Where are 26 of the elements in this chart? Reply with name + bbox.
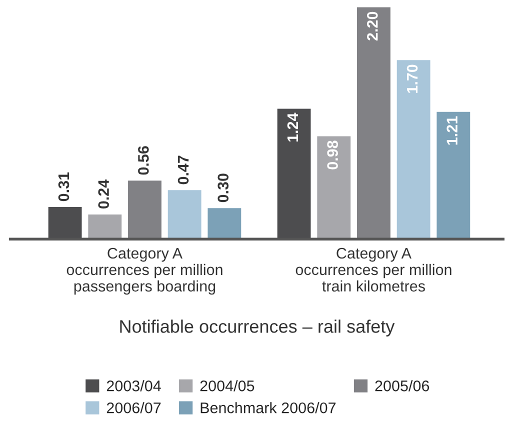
data-label: 0.31 [58,172,70,202]
bar [86,213,123,240]
legend-label: 2006/07 [106,402,161,414]
x-axis-title: Notifiable occurrences – rail safety [120,320,395,336]
data-label: 1.70 [406,64,418,93]
bar [316,134,352,240]
data-label: 0.30 [218,174,229,202]
data-label: 0.98 [327,140,338,170]
data-label: 0.24 [98,179,109,208]
bar [395,58,432,240]
data-label: 1.21 [446,116,458,145]
x-tick-label: Category A occurrences per million train kilometres [296,248,452,292]
bar [126,179,163,240]
data-label: 1.24 [287,112,298,142]
bar [166,188,203,240]
legend-label: 2005/06 [375,380,430,392]
legend-label: 2003/04 [106,380,161,392]
bar [356,6,392,240]
bar [435,110,472,240]
data-label: 0.47 [178,156,189,184]
legend-label: Benchmark 2006/07 [200,402,336,414]
legend-label: 2004/05 [200,380,254,392]
data-label: 0.56 [138,146,149,175]
x-tick-label: Category A occurrences per million passengers boarding [66,248,222,295]
bar [206,206,243,240]
data-label: 2.20 [367,12,378,40]
